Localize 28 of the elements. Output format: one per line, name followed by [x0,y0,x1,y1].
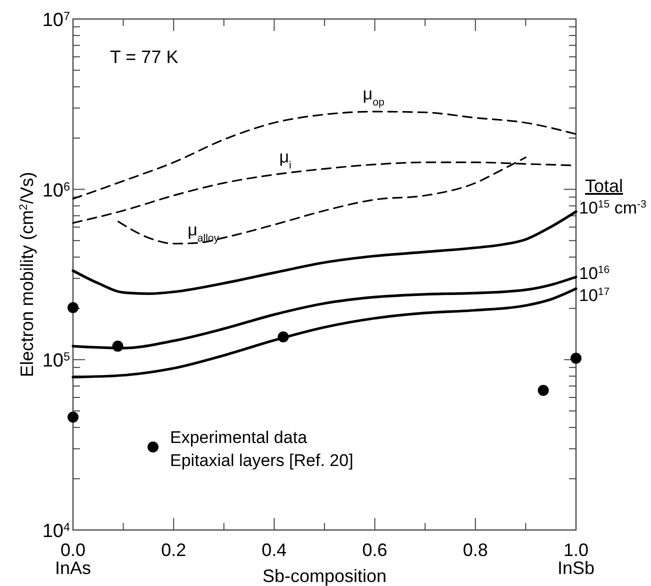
point [538,384,549,396]
x-tick-label: 0.8 [462,540,488,560]
series-label: 10$^{17}$ [579,286,610,305]
annotation: T = 77 K [110,47,178,67]
line-series [72,287,578,378]
x-tick-label: 1.0 InSb [557,540,595,578]
line-series [72,210,578,295]
point [68,412,78,423]
point [112,340,124,352]
x-tick-label: 0.2 [161,540,186,560]
series-label: μ$_{op}$ [362,84,384,109]
x-tick-label: 0.0 InAs [54,540,92,578]
series-label: μ$_{i}$ [279,148,292,172]
line-series [72,110,577,200]
legend-label: Experimental data Epitaxial layers [Ref. 20] [170,428,354,470]
series-label: 10$^{15}$ cm$^{-3}$ [579,198,647,218]
y-tick-label: 10$^{4}$ [42,520,70,542]
text: Total [585,176,624,196]
x-axis-title: Sb-composition [262,566,387,586]
point [278,331,289,342]
series-label: 10$^{16}$ [579,264,610,283]
point [570,352,582,364]
y-tick-label: 10$^{6}$ [42,180,70,202]
y-tick-label: 10$^{7}$ [42,10,70,31]
x-tick-label: 0.4 [262,540,287,560]
x-tick-label: 0.6 [362,540,388,560]
point [68,302,78,314]
y-tick-label: 10$^{5}$ [42,350,70,372]
